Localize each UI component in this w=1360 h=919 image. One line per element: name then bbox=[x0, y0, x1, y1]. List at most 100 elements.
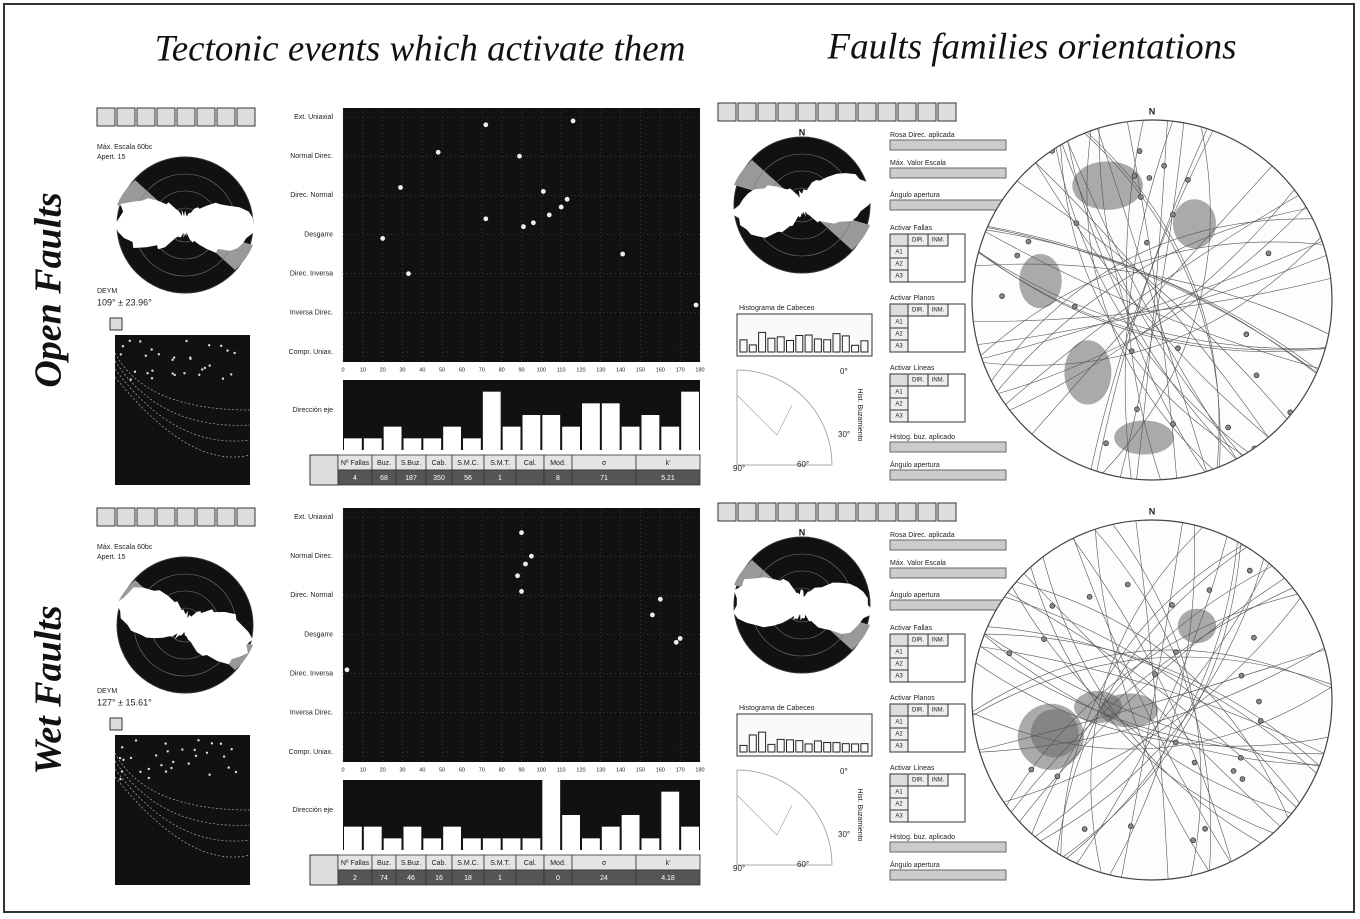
toolbar-button[interactable] bbox=[737, 102, 757, 122]
x-tick-label: 100 bbox=[537, 767, 546, 773]
toolbar-button[interactable] bbox=[757, 102, 777, 122]
great-circle bbox=[1004, 596, 1300, 804]
field-input[interactable] bbox=[889, 139, 1007, 151]
toolbar-button[interactable] bbox=[96, 507, 116, 527]
group-header: INM. bbox=[932, 708, 945, 714]
field-input[interactable] bbox=[889, 199, 1007, 211]
regime-label: Inversa Direc. bbox=[290, 710, 333, 717]
group-header: INM. bbox=[932, 238, 945, 244]
toolbar-button[interactable] bbox=[757, 502, 777, 522]
toolbar-button[interactable] bbox=[877, 102, 897, 122]
toolbar-button[interactable] bbox=[837, 102, 857, 122]
x-tick-label: 0 bbox=[341, 367, 344, 373]
x-tick-label: 180 bbox=[695, 767, 704, 773]
mohr-plot bbox=[115, 735, 250, 885]
histogram-bar bbox=[482, 391, 501, 450]
pole bbox=[1049, 603, 1056, 609]
toolbar-button[interactable] bbox=[136, 107, 156, 127]
toolbar-button[interactable] bbox=[797, 502, 817, 522]
toolbar-button[interactable] bbox=[196, 107, 216, 127]
toolbar-button[interactable] bbox=[937, 102, 957, 122]
toolbar-button[interactable] bbox=[717, 502, 737, 522]
toolbar-button[interactable] bbox=[897, 502, 917, 522]
toolbar-button[interactable] bbox=[216, 107, 236, 127]
pole bbox=[1172, 739, 1179, 746]
dip-angle: 60° bbox=[797, 460, 809, 469]
group-header: INM. bbox=[932, 308, 945, 314]
x-tick-label: 80 bbox=[499, 367, 505, 373]
toolbar-button[interactable] bbox=[116, 507, 136, 527]
toolbar-button[interactable] bbox=[897, 102, 917, 122]
toolbar-button[interactable] bbox=[917, 102, 937, 122]
x-tick-label: 0 bbox=[341, 767, 344, 773]
group-header: DIR. bbox=[912, 238, 924, 244]
toolbar-button[interactable] bbox=[116, 107, 136, 127]
great-circle bbox=[984, 633, 1320, 767]
toolbar-button[interactable] bbox=[109, 317, 123, 331]
fault-point bbox=[515, 573, 520, 579]
group-label: Activar Líneas bbox=[890, 365, 935, 372]
great-circle bbox=[1031, 165, 1273, 435]
dip-angle: 0° bbox=[840, 367, 848, 376]
great-circle bbox=[991, 218, 1313, 382]
toolbar-button[interactable] bbox=[857, 102, 877, 122]
toolbar-button[interactable] bbox=[236, 507, 256, 527]
toolbar-button[interactable] bbox=[917, 502, 937, 522]
table-icon[interactable] bbox=[309, 454, 339, 486]
histogram-bar bbox=[482, 838, 501, 850]
toolbar-button[interactable] bbox=[176, 107, 196, 127]
rose-petals bbox=[116, 587, 253, 665]
histogram-bar bbox=[681, 391, 699, 450]
toolbar-button[interactable] bbox=[817, 502, 837, 522]
toolbar-button[interactable] bbox=[717, 102, 737, 122]
toolbar-button[interactable] bbox=[216, 507, 236, 527]
field-input[interactable] bbox=[889, 441, 1007, 453]
pole bbox=[1253, 372, 1260, 379]
mohr-dot bbox=[154, 754, 158, 757]
mohr-dot bbox=[185, 339, 188, 343]
x-tick-label: 170 bbox=[676, 767, 685, 773]
toolbar-button[interactable] bbox=[777, 502, 797, 522]
toolbar-button[interactable] bbox=[777, 102, 797, 122]
toolbar-button[interactable] bbox=[96, 107, 116, 127]
toolbar-button[interactable] bbox=[877, 502, 897, 522]
toolbar-button[interactable] bbox=[176, 507, 196, 527]
toolbar-button[interactable] bbox=[156, 507, 176, 527]
pole bbox=[1103, 440, 1109, 447]
mohr-dot bbox=[230, 747, 233, 751]
field-input[interactable] bbox=[889, 841, 1007, 853]
toolbar-button[interactable] bbox=[196, 507, 216, 527]
great-circle bbox=[987, 626, 1317, 774]
toolbar-button[interactable] bbox=[737, 502, 757, 522]
field-input[interactable] bbox=[889, 167, 1007, 179]
group-label: Activar Líneas bbox=[890, 765, 935, 772]
toolbar-button[interactable] bbox=[797, 102, 817, 122]
mohr-dot bbox=[205, 751, 209, 754]
table-icon[interactable] bbox=[309, 854, 339, 886]
toolbar-button[interactable] bbox=[817, 102, 837, 122]
pole bbox=[1138, 194, 1144, 200]
group-row: A3 bbox=[895, 344, 903, 350]
toolbar-button[interactable] bbox=[236, 107, 256, 127]
field-input[interactable] bbox=[889, 869, 1007, 881]
pitch-bar bbox=[795, 334, 804, 353]
pole bbox=[1256, 698, 1262, 705]
toolbar-button[interactable] bbox=[136, 507, 156, 527]
pitch-histogram-title: Histograma de Cabeceo bbox=[739, 705, 815, 712]
toolbar-button[interactable] bbox=[937, 502, 957, 522]
great-circle bbox=[978, 251, 1326, 352]
group-icon bbox=[889, 303, 909, 317]
field-input[interactable] bbox=[889, 469, 1007, 481]
fault-point bbox=[540, 189, 546, 194]
field-input[interactable] bbox=[889, 599, 1007, 611]
toolbar-button[interactable] bbox=[156, 107, 176, 127]
toolbar-button[interactable] bbox=[857, 502, 877, 522]
field-input[interactable] bbox=[889, 567, 1007, 579]
group-header-cell bbox=[927, 703, 949, 717]
histogram-bar bbox=[344, 826, 362, 850]
toolbar-button[interactable] bbox=[109, 717, 123, 731]
pole bbox=[1170, 421, 1176, 427]
table-header: S.M.T. bbox=[490, 860, 510, 867]
field-input[interactable] bbox=[889, 539, 1007, 551]
toolbar-button[interactable] bbox=[837, 502, 857, 522]
